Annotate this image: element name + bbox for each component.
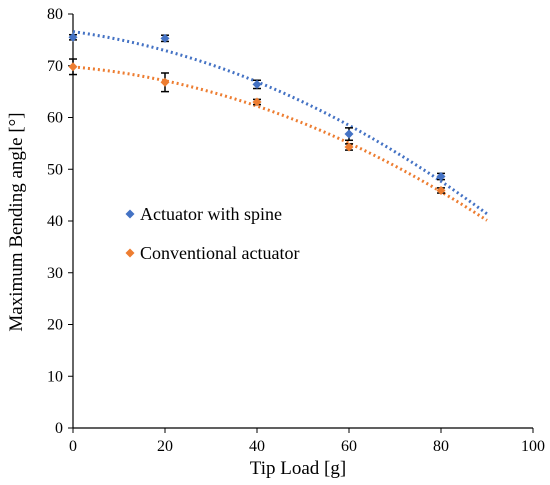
y-tick-label: 60 xyxy=(47,110,63,127)
legend-marker xyxy=(125,248,135,258)
error-bars xyxy=(69,33,445,194)
data-point-conventional xyxy=(436,185,446,195)
data-point-spine xyxy=(252,79,262,89)
y-tick-label: 20 xyxy=(47,317,63,334)
data-point-conventional xyxy=(160,77,170,87)
x-tick-label: 60 xyxy=(341,438,357,455)
x-tick-label: 40 xyxy=(249,438,265,455)
legend-label: Actuator with spine xyxy=(140,204,282,224)
legend-label: Conventional actuator xyxy=(140,243,299,263)
trendline-spine xyxy=(72,30,488,216)
data-point-spine xyxy=(436,171,446,181)
data-points xyxy=(68,32,446,195)
x-axis-title: Tip Load [g] xyxy=(250,458,346,479)
legend: Actuator with spine Conventional actuator xyxy=(125,204,299,263)
data-point-spine xyxy=(68,32,78,42)
axes: 0 10 20 30 40 50 60 70 80 0 20 40 60 80 100 xyxy=(47,6,545,455)
legend-marker xyxy=(125,209,135,219)
trendlines xyxy=(72,30,488,222)
x-tick-label: 80 xyxy=(433,438,449,455)
data-point-conventional xyxy=(344,142,354,152)
y-tick-label: 0 xyxy=(55,420,63,437)
y-tick-label: 80 xyxy=(47,6,63,23)
x-tick-label: 100 xyxy=(521,438,545,455)
x-tick-label: 20 xyxy=(157,438,173,455)
data-point-conventional xyxy=(252,97,262,107)
x-tick-label: 0 xyxy=(69,438,77,455)
y-tick-label: 30 xyxy=(47,265,63,282)
y-tick-label: 10 xyxy=(47,368,63,385)
data-point-conventional xyxy=(68,62,78,72)
y-tick-label: 40 xyxy=(47,213,63,230)
y-tick-label: 50 xyxy=(47,161,63,178)
data-point-spine xyxy=(160,33,170,43)
data-point-spine xyxy=(344,129,354,139)
y-axis-title: Maximum Bending angle [°] xyxy=(6,112,27,331)
trendline-conventional xyxy=(72,65,488,222)
y-tick-label: 70 xyxy=(47,58,63,75)
